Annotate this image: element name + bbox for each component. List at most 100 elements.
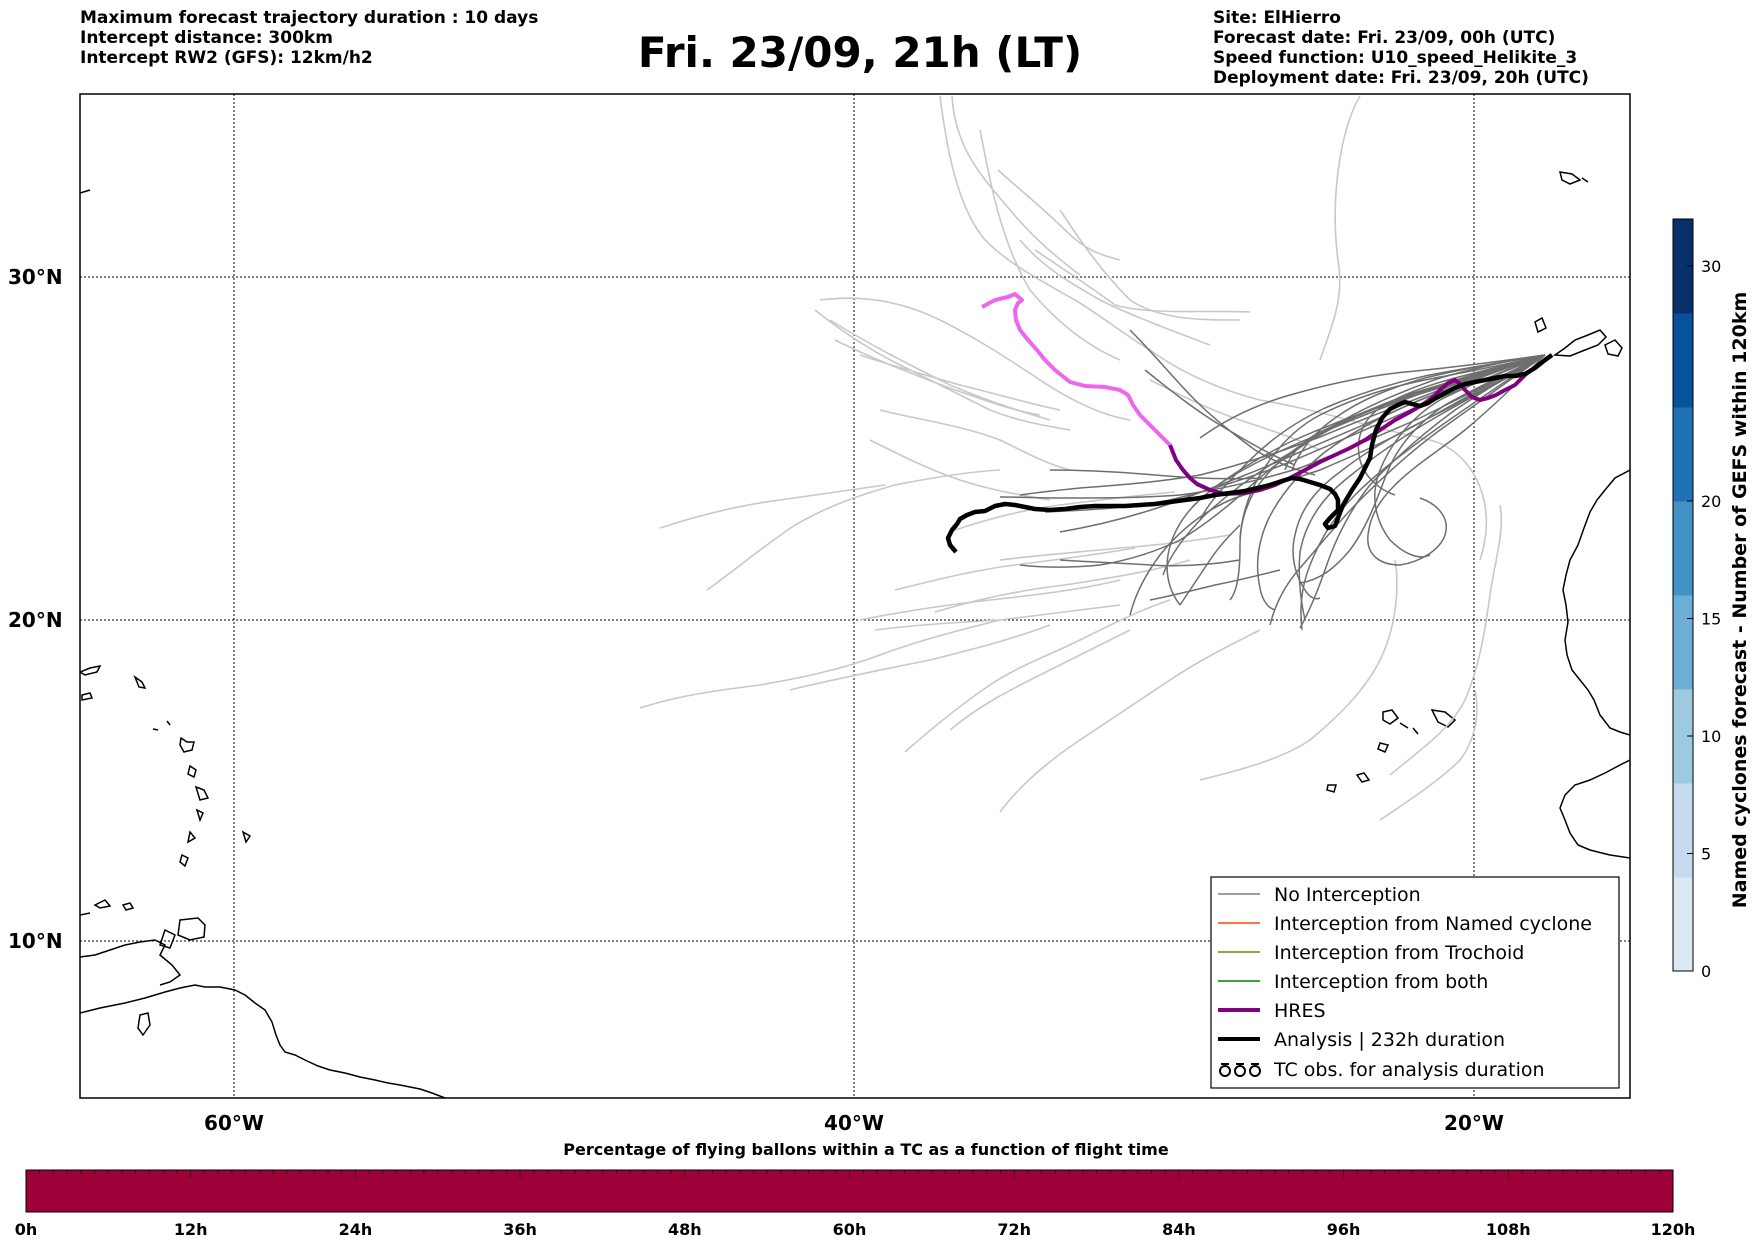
ensemble-track xyxy=(1319,95,1361,361)
lake-maracaibo-coast xyxy=(80,939,182,986)
ensemble-track xyxy=(997,169,1121,261)
caribbean-islands xyxy=(166,720,171,726)
colorbar-tick-label: 0 xyxy=(1701,962,1711,981)
header-line: Site: ElHierro xyxy=(1213,8,1341,28)
header-line: Intercept distance: 300km xyxy=(80,28,333,48)
caribbean-islands xyxy=(81,692,94,701)
colorbar-tick-label: 15 xyxy=(1701,610,1721,629)
ensemble-tracks-faded xyxy=(639,95,1503,821)
colorbar-segments xyxy=(1673,219,1693,972)
colorbar-segment xyxy=(1673,783,1693,878)
flight-time-bar: Percentage of flying ballons within a TC… xyxy=(15,1140,1696,1239)
colorbar-segment xyxy=(1673,877,1693,972)
caribbean-islands xyxy=(179,736,195,753)
ensemble-track xyxy=(1299,354,1546,584)
ensemble-track xyxy=(954,491,1176,531)
ensemble-track xyxy=(1129,329,1316,476)
ensemble-track xyxy=(1149,379,1321,451)
flight-time-tick-label: 108h xyxy=(1486,1220,1531,1239)
ensemble-track xyxy=(934,559,1191,613)
colorbar-title: Named cyclones forecast - Number of GEFS… xyxy=(1729,292,1751,909)
ensemble-track xyxy=(999,629,1261,813)
legend-label: Interception from Named cyclone xyxy=(1274,913,1592,935)
trinidad-small-island xyxy=(137,1012,151,1037)
page-title: Fri. 23/09, 21h (LT) xyxy=(637,28,1083,77)
colorbar-segment xyxy=(1673,595,1693,690)
flight-time-tick-label: 24h xyxy=(339,1220,373,1239)
colorbar-segment xyxy=(1673,501,1693,596)
canary-islands xyxy=(1552,329,1608,357)
ensemble-track xyxy=(1034,249,1251,313)
ensemble-track xyxy=(1291,354,1546,471)
ensemble-track xyxy=(879,409,1071,471)
caribbean-islands xyxy=(80,189,91,194)
flight-time-tick-label: 60h xyxy=(833,1220,867,1239)
ensemble-track xyxy=(659,484,886,529)
cape-verde-islands xyxy=(1399,722,1409,729)
analysis-track xyxy=(945,353,1554,554)
caribbean-islands xyxy=(152,728,159,731)
ensemble-track xyxy=(1179,524,1241,606)
cape-verde-islands xyxy=(1382,709,1400,725)
lat-label: 30°N xyxy=(8,265,63,289)
caribbean-islands xyxy=(133,674,147,689)
caribbean-islands xyxy=(121,902,135,911)
flight-time-tick-label: 96h xyxy=(1327,1220,1361,1239)
header-info-left: Maximum forecast trajectory duration : 1… xyxy=(80,8,538,68)
legend-box xyxy=(1210,876,1620,1089)
ensemble-track xyxy=(1144,369,1296,466)
colorbar-tick-label: 30 xyxy=(1701,257,1721,276)
hres-track-early xyxy=(981,292,1172,447)
ensemble-track xyxy=(1299,354,1546,629)
caribbean-islands xyxy=(195,808,204,823)
header-info-right: Site: ElHierro Forecast date: Fri. 23/09… xyxy=(1213,8,1589,88)
colorbar-frame xyxy=(1672,218,1694,972)
colorbar-tick-label: 20 xyxy=(1701,492,1721,511)
caribbean-islands xyxy=(80,912,91,916)
legend-label: Interception from both xyxy=(1274,971,1488,993)
ensemble-track xyxy=(1379,689,1478,821)
legend-label: No Interception xyxy=(1274,884,1421,906)
ensemble-track xyxy=(999,354,1546,499)
coastlines xyxy=(80,171,1630,1098)
header-line: Maximum forecast trajectory duration : 1… xyxy=(80,8,539,28)
ensemble-track xyxy=(1199,354,1546,439)
caribbean-islands xyxy=(80,664,102,676)
colorbar-tick-label: 10 xyxy=(1701,727,1721,746)
legend-label: Interception from Trochoid xyxy=(1274,942,1524,964)
legend-label: Analysis | 232h duration xyxy=(1274,1029,1505,1051)
south-america-coast xyxy=(80,984,448,1098)
lon-label: 40°W xyxy=(824,1111,884,1135)
colorbar-segment xyxy=(1673,219,1693,314)
ensemble-track xyxy=(1292,354,1546,600)
caribbean-islands xyxy=(194,785,210,801)
lat-label: 20°N xyxy=(8,608,63,632)
colorbar: 0 5 10 15 20 30 Named cyclones forecast - Num… xyxy=(1672,218,1751,981)
flight-time-tick-label: 36h xyxy=(503,1220,537,1239)
ensemble-track xyxy=(869,439,1051,501)
ensemble-track xyxy=(1298,354,1546,621)
colorbar-tick-label: 5 xyxy=(1701,845,1711,864)
flight-time-tick-label: 72h xyxy=(997,1220,1031,1239)
legend-label: TC obs. for analysis duration xyxy=(1273,1059,1545,1081)
colorbar-segment xyxy=(1673,407,1693,502)
flight-time-tick-label: 0h xyxy=(15,1220,38,1239)
ensemble-track xyxy=(834,339,1041,416)
ensemble-track xyxy=(859,579,1121,621)
ensemble-track xyxy=(939,95,1488,561)
ensemble-track xyxy=(1389,504,1503,776)
flight-time-tick-label: 120h xyxy=(1651,1220,1696,1239)
ensemble-track xyxy=(789,624,1051,691)
west-africa-south-coast xyxy=(1559,759,1630,859)
ensemble-track xyxy=(819,297,1131,421)
ensemble-track xyxy=(1019,354,1546,568)
caribbean-islands xyxy=(241,830,252,844)
caribbean-islands xyxy=(186,830,197,844)
lon-label: 60°W xyxy=(204,1111,264,1135)
ensemble-track xyxy=(1367,354,1546,566)
canary-islands xyxy=(1534,316,1547,334)
ensemble-track xyxy=(1019,354,1546,496)
cape-verde-islands xyxy=(1412,727,1419,735)
ensemble-track xyxy=(1149,569,1281,601)
ensemble-track xyxy=(951,95,1081,276)
